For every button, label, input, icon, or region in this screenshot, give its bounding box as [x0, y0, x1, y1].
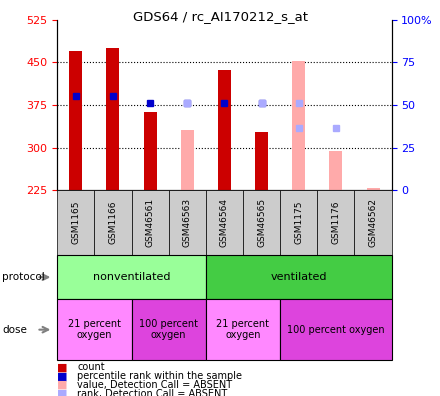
Bar — [367, 188, 380, 190]
Text: GSM1166: GSM1166 — [108, 201, 117, 244]
Text: GSM46564: GSM46564 — [220, 198, 229, 247]
Text: rank, Detection Call = ABSENT: rank, Detection Call = ABSENT — [77, 388, 227, 396]
Bar — [330, 152, 342, 190]
Text: ■: ■ — [57, 371, 68, 381]
Text: GSM46561: GSM46561 — [146, 198, 154, 248]
Text: GSM46562: GSM46562 — [369, 198, 378, 247]
Bar — [181, 130, 194, 190]
Text: GDS64 / rc_AI170212_s_at: GDS64 / rc_AI170212_s_at — [132, 10, 308, 23]
Text: GSM1176: GSM1176 — [331, 201, 341, 244]
Text: 21 percent
oxygen: 21 percent oxygen — [216, 319, 269, 341]
Text: 100 percent
oxygen: 100 percent oxygen — [139, 319, 198, 341]
Bar — [292, 61, 305, 190]
Text: GSM46565: GSM46565 — [257, 198, 266, 248]
Text: ■: ■ — [57, 388, 68, 396]
Text: ■: ■ — [57, 380, 68, 390]
Bar — [106, 48, 119, 190]
Text: percentile rank within the sample: percentile rank within the sample — [77, 371, 242, 381]
Text: nonventilated: nonventilated — [93, 272, 170, 282]
Bar — [218, 70, 231, 190]
Bar — [255, 131, 268, 190]
Text: 100 percent oxygen: 100 percent oxygen — [287, 325, 385, 335]
Bar — [143, 112, 157, 190]
Text: ventilated: ventilated — [271, 272, 327, 282]
Text: count: count — [77, 362, 105, 373]
Text: GSM1165: GSM1165 — [71, 201, 80, 244]
Text: dose: dose — [2, 325, 27, 335]
Text: 21 percent
oxygen: 21 percent oxygen — [68, 319, 121, 341]
Bar — [69, 51, 82, 190]
Text: ■: ■ — [57, 362, 68, 373]
Text: value, Detection Call = ABSENT: value, Detection Call = ABSENT — [77, 380, 232, 390]
Text: GSM1175: GSM1175 — [294, 201, 303, 244]
Text: protocol: protocol — [2, 272, 45, 282]
Text: GSM46563: GSM46563 — [183, 198, 192, 248]
